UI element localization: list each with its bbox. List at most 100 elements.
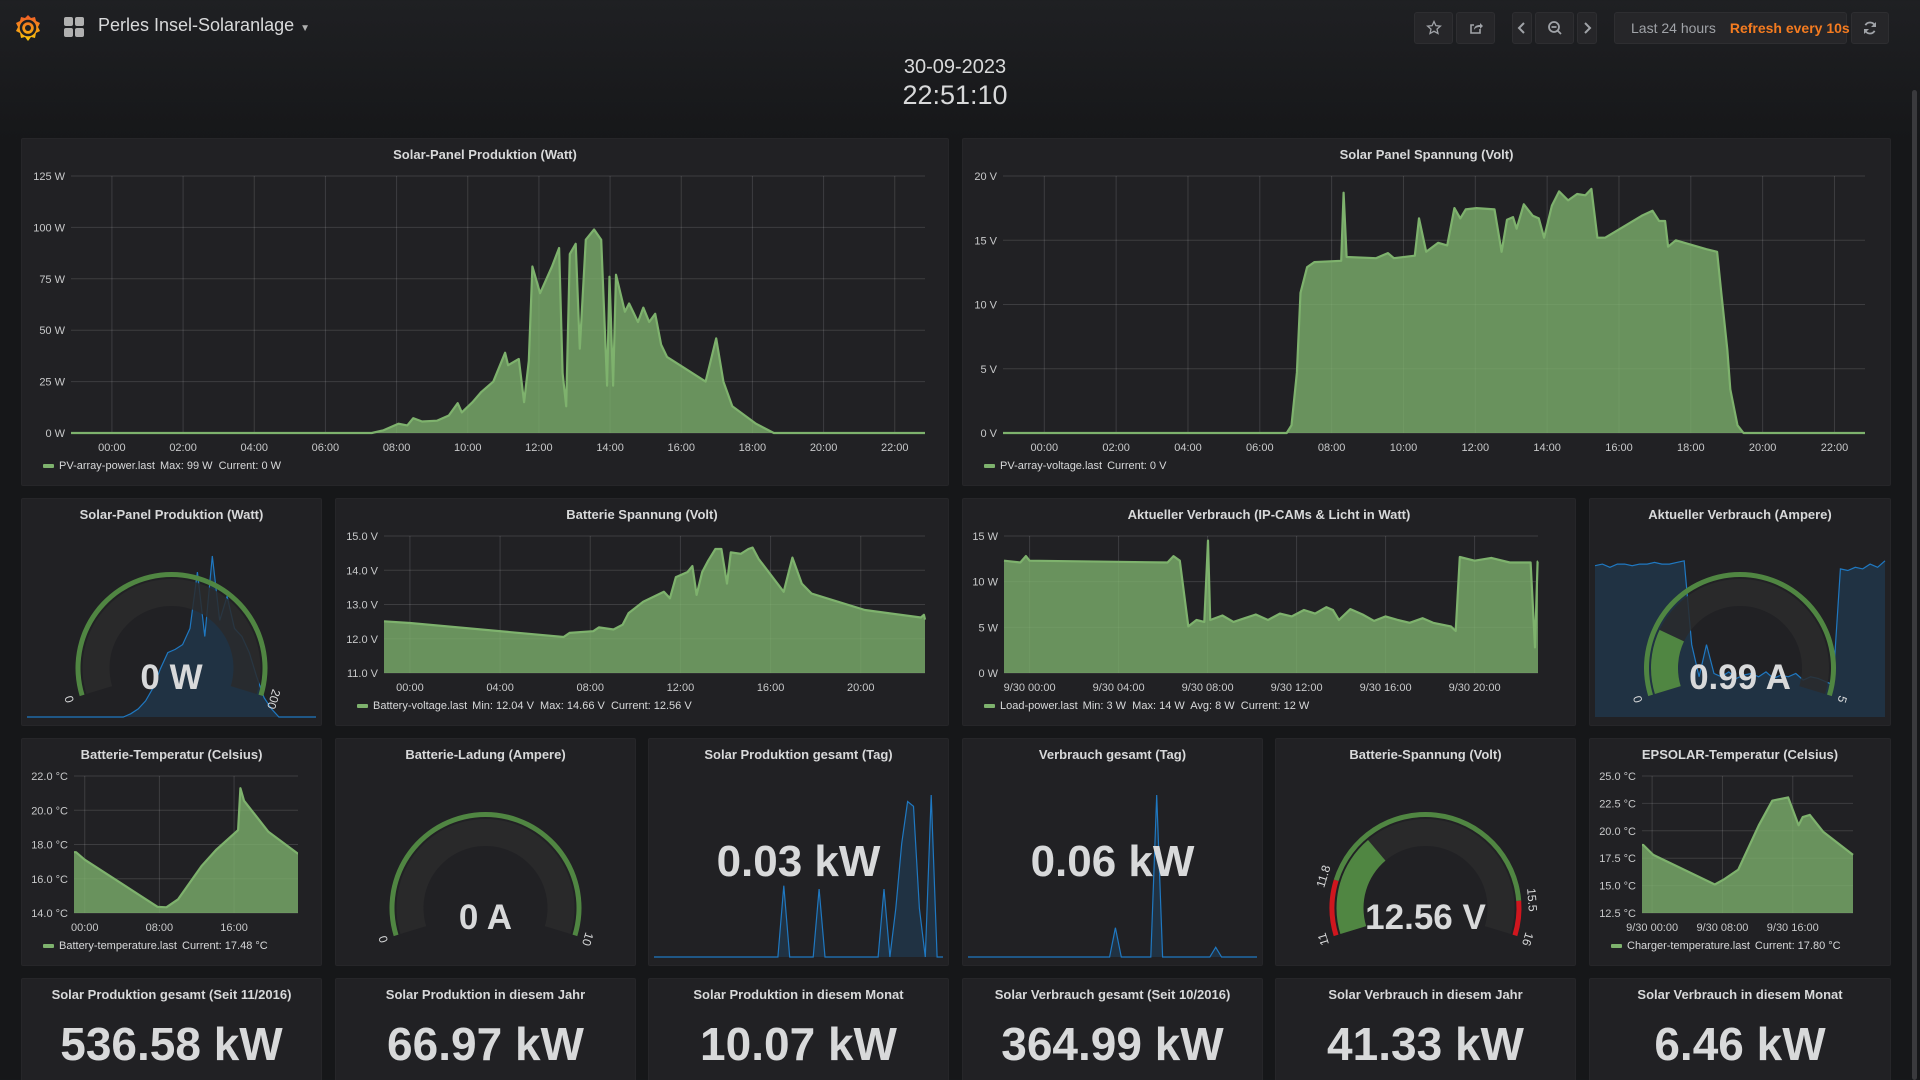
legend-series-name[interactable]: Battery-temperature.last: [59, 940, 177, 952]
sparkline-line: [1594, 560, 1886, 686]
x-tick-label: 04:00: [240, 442, 268, 454]
legend: Load-power.last Min: 3 W Max: 14 W Avg: 8…: [984, 700, 1309, 712]
gauge-value: 12.56 V: [1365, 898, 1486, 937]
panel-title: Solar-Panel Produktion (Watt): [79, 507, 264, 522]
panel-total-0[interactable]: Solar Produktion gesamt (Seit 11/2016) 53…: [21, 978, 322, 1080]
gauge-tick-label: 11: [1315, 931, 1332, 947]
legend-series-name[interactable]: Load-power.last: [1000, 700, 1078, 712]
y-tick-label: 15.0 V: [346, 531, 378, 543]
panel-title: Solar Verbrauch gesamt (Seit 10/2016): [994, 987, 1231, 1002]
gauge-value: 0.99 A: [1689, 658, 1791, 697]
legend-stats: Current: 17.80 °C: [1754, 940, 1841, 952]
y-tick-label: 0 W: [978, 668, 998, 680]
y-tick-label: 20 V: [974, 171, 997, 183]
x-tick-label: 06:00: [1246, 442, 1274, 454]
y-tick-label: 25.0 °C: [1599, 771, 1636, 783]
panel-solar-day-total[interactable]: Solar Produktion gesamt (Tag) 0.03 kW: [648, 738, 949, 966]
panel-total-4[interactable]: Solar Verbrauch in diesem Jahr 41.33 kW: [1275, 978, 1576, 1080]
clock-date: 30-09-2023: [903, 56, 1007, 78]
stat-value: 66.97 kW: [387, 1018, 584, 1070]
series-area: [74, 788, 298, 913]
y-tick-label: 13.0 V: [346, 600, 378, 612]
panel-canvas: 0 V 5 V 10 V 15 V 20 V 00:00 02:00 04:00 06:00 08…: [974, 171, 1865, 454]
panel-load-power-graph[interactable]: Aktueller Verbrauch (IP-CAMs & Licht in …: [962, 498, 1576, 726]
y-tick-label: 17.5 °C: [1599, 853, 1636, 865]
legend-stats: Min: 12.04 V Max: 14.66 V Current: 12.56…: [472, 700, 692, 712]
panel-solar-voltage-graph[interactable]: Solar Panel Spannung (Volt) 0 V 5 V 10 V 15 …: [962, 138, 1891, 486]
time-shift-back-button[interactable]: [1512, 12, 1532, 44]
panel-charger-temperature-graph[interactable]: EPSOLAR-Temperatur (Celsius) 12.5 °C 15.0 …: [1589, 738, 1891, 966]
legend-series-name[interactable]: PV-array-power.last: [59, 460, 155, 472]
dashboard-title: Perles Insel-Solaranlage: [98, 15, 295, 35]
x-tick-label: 9/30 00:00: [1626, 922, 1678, 934]
legend: PV-array-power.last Max: 99 W Current: 0 …: [43, 460, 281, 472]
legend-series-name[interactable]: PV-array-voltage.last: [1000, 460, 1103, 472]
panel-solar-power-graph[interactable]: Solar-Panel Produktion (Watt) 0 W 25 W 50 W…: [21, 138, 949, 486]
time-range-picker[interactable]: Last 24 hours Refresh every 10s: [1614, 12, 1850, 44]
x-tick-label: 9/30 08:00: [1696, 922, 1748, 934]
panel-canvas: 0 200 0 W: [27, 555, 316, 718]
legend-swatch: [984, 704, 995, 708]
y-tick-label: 22.5 °C: [1599, 798, 1636, 810]
y-tick-label: 10 V: [974, 300, 997, 312]
x-tick-label: 18:00: [1677, 442, 1705, 454]
x-tick-label: 00:00: [98, 442, 126, 454]
y-tick-label: 15.0 °C: [1599, 881, 1636, 893]
clock-time: 22:51:10: [902, 80, 1008, 110]
x-tick-label: 10:00: [454, 442, 482, 454]
star-button[interactable]: [1414, 12, 1453, 44]
page-scrollbar[interactable]: [1912, 90, 1917, 1080]
panel-battery-voltage-gauge[interactable]: Batterie-Spannung (Volt) 11 11.8 15.5 16 12.5…: [1275, 738, 1576, 966]
panel-load-current-gauge[interactable]: Aktueller Verbrauch (Ampere) 0 5 0.99 A: [1589, 498, 1891, 726]
series-line[interactable]: [1003, 187, 1865, 435]
series-line[interactable]: [74, 787, 299, 909]
stat-value: 0.03 kW: [716, 837, 881, 886]
y-tick-label: 20.0 °C: [1599, 826, 1636, 838]
sparkline-line: [968, 794, 1257, 958]
dashboards-grid-icon[interactable]: [64, 17, 84, 37]
series-line[interactable]: [1642, 796, 1854, 886]
panel-canvas: 11.0 V 12.0 V 13.0 V 14.0 V 15.0 V 00:00 04:00…: [346, 531, 927, 694]
y-tick-label: 100 W: [33, 222, 65, 234]
panel-solar-power-gauge[interactable]: Solar-Panel Produktion (Watt) 0 200 0 W: [21, 498, 322, 726]
panel-total-1[interactable]: Solar Produktion in diesem Jahr 66.97 kW: [335, 978, 636, 1080]
legend: PV-array-voltage.last Current: 0 V: [984, 460, 1166, 472]
panel-title: Solar Panel Spannung (Volt): [1339, 147, 1514, 162]
panel-total-2[interactable]: Solar Produktion in diesem Monat 10.07 kW: [648, 978, 949, 1080]
x-tick-label: 14:00: [1533, 442, 1561, 454]
x-tick-label: 10:00: [1390, 442, 1418, 454]
x-tick-label: 9/30 00:00: [1004, 682, 1056, 694]
x-tick-label: 04:00: [1174, 442, 1202, 454]
x-tick-label: 12:00: [1462, 442, 1490, 454]
legend-series-name[interactable]: Charger-temperature.last: [1627, 940, 1750, 952]
panel-total-5[interactable]: Solar Verbrauch in diesem Monat 6.46 kW: [1589, 978, 1891, 1080]
panel-battery-voltage-graph[interactable]: Batterie Spannung (Volt) 11.0 V 12.0 V 13.0…: [335, 498, 949, 726]
panel-battery-charge-gauge[interactable]: Batterie-Ladung (Ampere) 0 10 0 A: [335, 738, 636, 966]
y-tick-label: 0 W: [45, 428, 65, 440]
x-tick-label: 04:00: [486, 682, 514, 694]
grafana-logo[interactable]: [12, 12, 44, 44]
panel-total-3[interactable]: Solar Verbrauch gesamt (Seit 10/2016) 364…: [962, 978, 1263, 1080]
dashboard-title-dropdown[interactable]: Perles Insel-Solaranlage ▼: [98, 15, 310, 36]
series-line[interactable]: [1003, 539, 1539, 649]
panel-canvas: 14.0 °C 16.0 °C 18.0 °C 20.0 °C 22.0 °C 00:00…: [31, 771, 299, 934]
refresh-button[interactable]: [1851, 12, 1889, 44]
x-tick-label: 20:00: [1749, 442, 1777, 454]
zoom-out-button[interactable]: [1535, 12, 1574, 44]
gauge-tick-label: 10: [579, 931, 596, 948]
legend-swatch: [357, 704, 368, 708]
share-button[interactable]: [1456, 12, 1495, 44]
series-line[interactable]: [383, 546, 927, 639]
panel-battery-temperature-graph[interactable]: Batterie-Temperatur (Celsius) 14.0 °C 16.0…: [21, 738, 322, 966]
panel-canvas: 0 10 0 A: [376, 812, 596, 948]
x-tick-label: 9/30 04:00: [1093, 682, 1145, 694]
x-tick-label: 08:00: [576, 682, 604, 694]
panel-canvas: [654, 794, 943, 958]
legend-series-name[interactable]: Battery-voltage.last: [373, 700, 468, 712]
gauge-track: [82, 579, 261, 695]
y-tick-label: 12.5 °C: [1599, 908, 1636, 920]
series-line[interactable]: [71, 228, 925, 435]
x-tick-label: 02:00: [169, 442, 197, 454]
panel-consumption-day-total[interactable]: Verbrauch gesamt (Tag) 0.06 kW: [962, 738, 1263, 966]
time-shift-forward-button[interactable]: [1577, 12, 1597, 44]
